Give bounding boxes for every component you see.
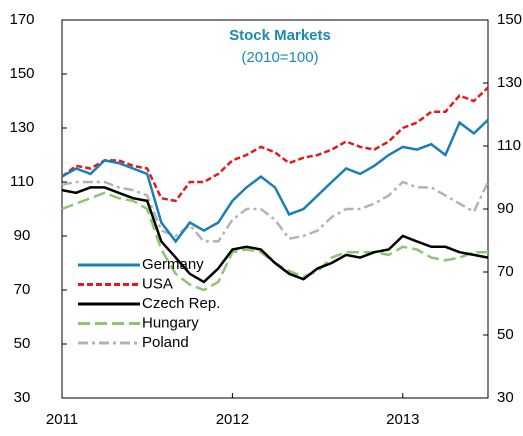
legend-label: Czech Rep. bbox=[142, 295, 220, 312]
y2-tick-label: 150 bbox=[497, 11, 522, 28]
y2-tick-label: 30 bbox=[497, 389, 514, 406]
legend-label: Poland bbox=[142, 334, 189, 351]
y-tick-label: 90 bbox=[14, 227, 31, 244]
y-tick-label: 50 bbox=[14, 335, 31, 352]
series-line bbox=[61, 118, 489, 244]
series-line bbox=[61, 191, 488, 292]
x-tick-label: 2012 bbox=[216, 411, 249, 428]
series-line bbox=[61, 186, 489, 284]
y-tick-label: 150 bbox=[9, 65, 34, 82]
y2-tick-label: 50 bbox=[497, 326, 514, 343]
y-tick-label: 130 bbox=[9, 119, 34, 136]
y2-tick-label: 90 bbox=[497, 200, 514, 217]
y2-tick-label: 130 bbox=[497, 74, 522, 91]
y-tick-label: 170 bbox=[9, 11, 34, 28]
chart-subtitle: (2010=100) bbox=[241, 49, 318, 66]
y-tick-label: 70 bbox=[14, 281, 31, 298]
legend-label: Germany bbox=[142, 256, 204, 273]
legend-label: USA bbox=[142, 275, 173, 292]
chart-title: Stock Markets bbox=[229, 27, 331, 44]
series-line bbox=[61, 180, 490, 243]
x-tick-label: 2011 bbox=[46, 411, 78, 428]
legend-label: Hungary bbox=[142, 314, 199, 331]
series-line bbox=[61, 86, 489, 203]
y-tick-label: 110 bbox=[10, 173, 34, 190]
x-tick-label: 2013 bbox=[386, 411, 419, 428]
y2-tick-label: 70 bbox=[497, 263, 514, 280]
plot-frame bbox=[61, 19, 489, 399]
y2-tick-label: 110 bbox=[497, 137, 521, 154]
y-tick-label: 30 bbox=[14, 389, 31, 406]
